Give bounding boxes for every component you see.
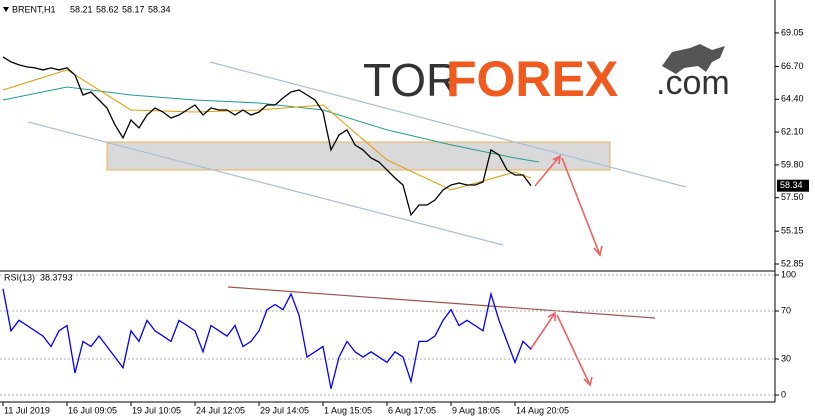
- logo-bull: [662, 44, 725, 74]
- logo-part: TOR: [363, 54, 459, 106]
- y-tick-label: 55.15: [781, 226, 804, 236]
- x-tick-label: 16 Jul 09:05: [68, 405, 117, 415]
- series-line: [2, 86, 540, 163]
- last-price-box: [777, 179, 809, 192]
- y-tick-label: 64.40: [781, 94, 804, 104]
- ohlc-value: 58.62: [96, 4, 119, 14]
- x-tick-label: 29 Jul 14:05: [260, 405, 309, 415]
- logo-part: .com: [656, 64, 730, 102]
- x-tick-label: 9 Aug 18:05: [452, 405, 500, 415]
- y-tick-label: 100: [781, 269, 796, 279]
- rsi-trendline: [227, 286, 656, 319]
- y-tick-label: 66.70: [781, 61, 804, 71]
- x-tick-label: 14 Aug 20:05: [516, 405, 569, 415]
- series-line: [2, 56, 532, 217]
- rsi-value: 38.3793: [40, 272, 73, 282]
- channel-lower: [27, 121, 504, 246]
- logo-part: FOREX: [446, 51, 618, 107]
- x-tick-label: 11 Jul 2019: [4, 405, 50, 415]
- y-tick-label: 59.80: [781, 159, 804, 169]
- x-tick-label: 19 Jul 10:05: [132, 405, 181, 415]
- support-zone: [106, 141, 611, 171]
- ohlc-value: 58.21: [70, 4, 93, 14]
- series-line: [2, 288, 532, 389]
- y-tick-label: 69.05: [781, 27, 804, 37]
- y-tick-label: 57.50: [781, 192, 804, 202]
- forecast-arrow: [534, 154, 603, 257]
- y-tick-label: 70: [781, 305, 791, 315]
- ohlc-value: 58.34: [148, 4, 171, 14]
- y-tick-label: 0: [781, 389, 786, 399]
- y-tick-label: 52.85: [781, 258, 804, 268]
- rsi-forecast-arrow: [529, 311, 593, 387]
- last-price-label: 58.34: [780, 180, 803, 190]
- y-tick-label: 62.10: [781, 126, 804, 136]
- x-tick-label: 24 Jul 12:05: [196, 405, 245, 415]
- y-tick-label: 30: [781, 353, 791, 363]
- symbol-title: BRENT,H1: [12, 4, 56, 14]
- rsi-title: RSI(13): [4, 272, 35, 282]
- x-tick-label: 6 Aug 17:05: [388, 405, 436, 415]
- channel-upper: [209, 61, 687, 188]
- menu-triangle: [3, 7, 9, 12]
- x-tick-label: 1 Aug 15:05: [324, 405, 372, 415]
- ohlc-value: 58.17: [122, 4, 145, 14]
